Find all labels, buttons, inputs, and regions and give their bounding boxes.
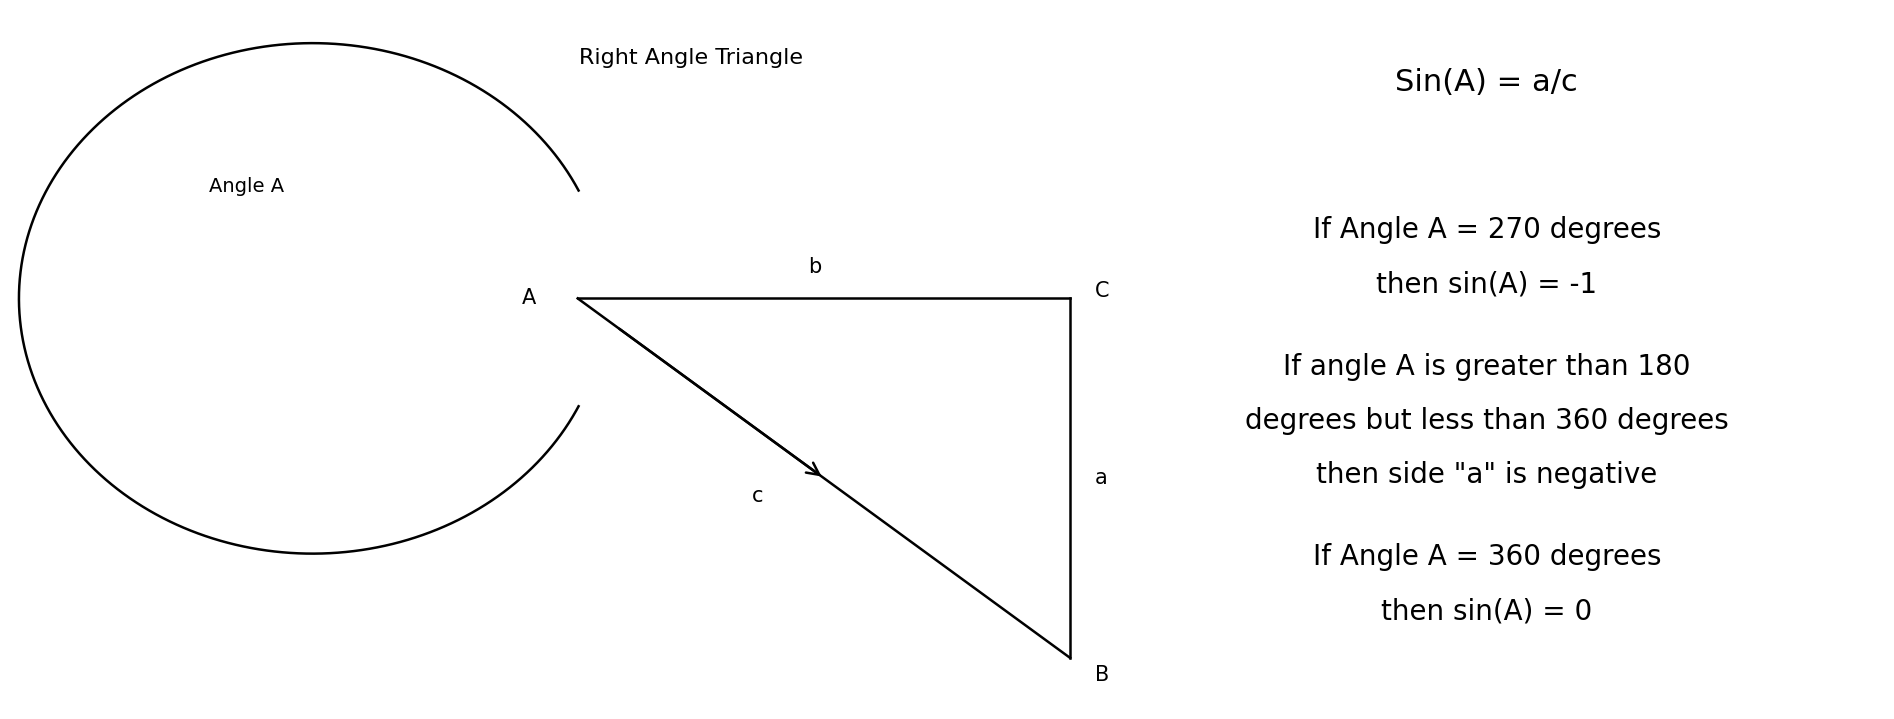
Text: If angle A is greater than 180: If angle A is greater than 180 — [1282, 353, 1691, 380]
Text: then sin(A) = 0: then sin(A) = 0 — [1381, 597, 1593, 625]
Text: degrees but less than 360 degrees: degrees but less than 360 degrees — [1244, 407, 1729, 434]
Text: If Angle A = 270 degrees: If Angle A = 270 degrees — [1313, 216, 1661, 244]
Text: If Angle A = 360 degrees: If Angle A = 360 degrees — [1313, 544, 1661, 571]
Text: Sin(A) = a/c: Sin(A) = a/c — [1396, 68, 1578, 97]
Text: A: A — [521, 288, 536, 308]
Text: C: C — [1095, 281, 1110, 301]
Text: B: B — [1095, 665, 1110, 685]
Text: c: c — [752, 486, 763, 506]
Text: b: b — [809, 257, 820, 277]
Text: a: a — [1095, 468, 1108, 488]
Text: then sin(A) = -1: then sin(A) = -1 — [1377, 270, 1597, 298]
Text: then side "a" is negative: then side "a" is negative — [1316, 461, 1657, 488]
Text: Angle A: Angle A — [208, 178, 284, 196]
Text: Right Angle Triangle: Right Angle Triangle — [580, 47, 803, 68]
